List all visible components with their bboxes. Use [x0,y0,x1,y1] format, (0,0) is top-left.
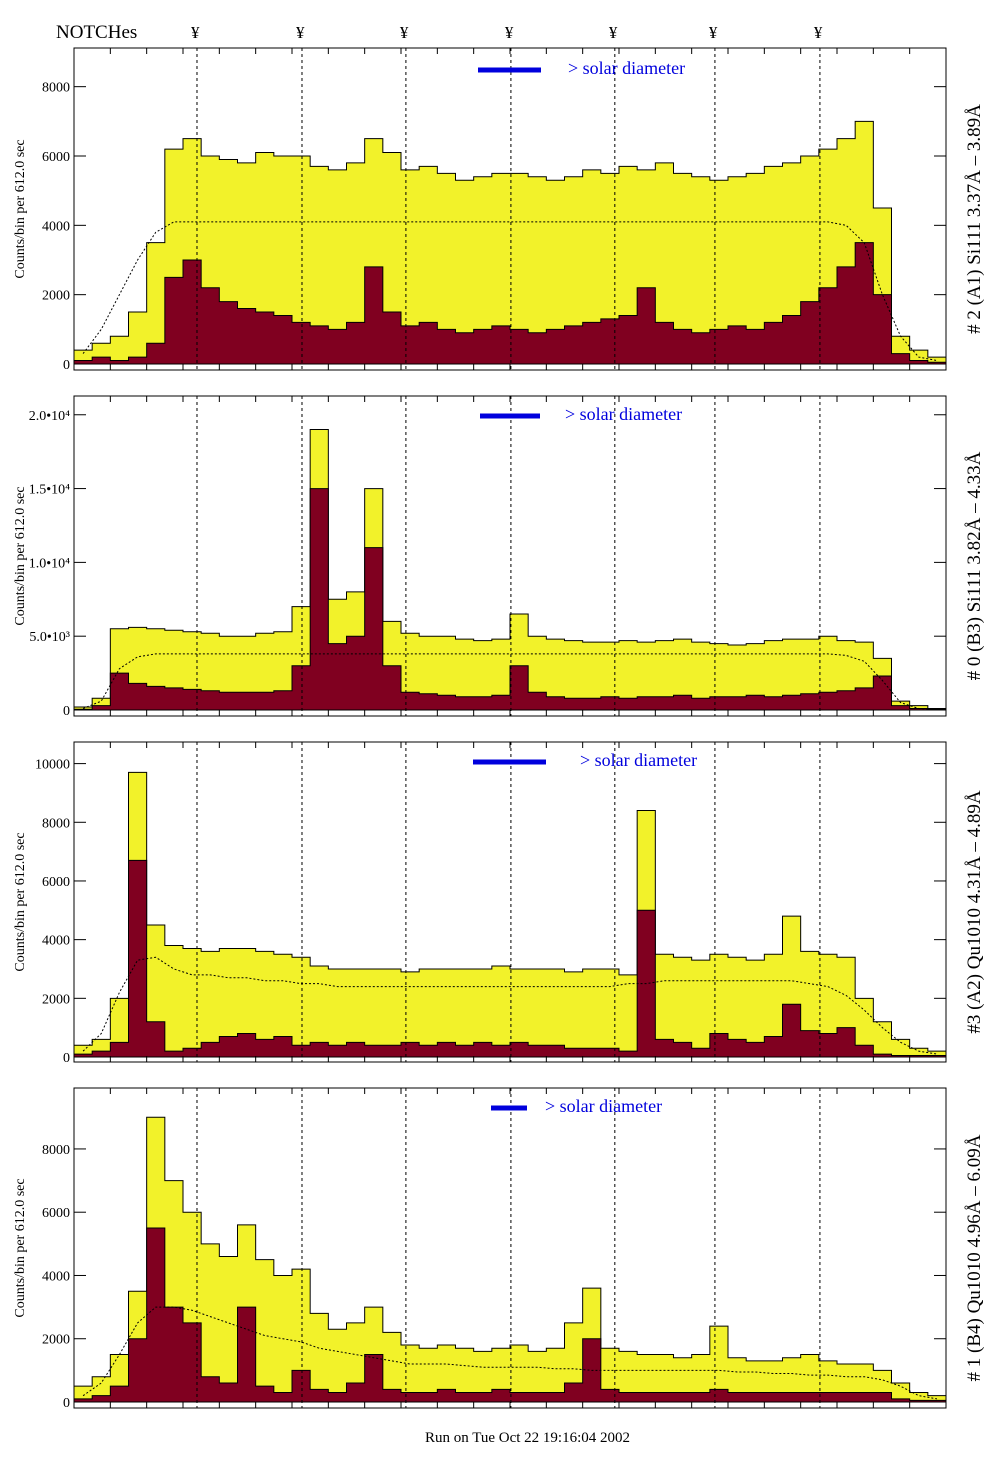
notch-marker: ¥ [505,23,514,42]
notch-marker: ¥ [400,23,409,42]
y-tick-label: 4000 [42,934,70,949]
series-total-histogram [73,771,947,1058]
y-tick-label: 2000 [42,289,70,304]
y-tick-label: 2000 [42,1333,70,1348]
series-lower-histogram [73,488,947,711]
y-tick-label: 0 [63,358,70,373]
notch-marker: ¥ [814,23,823,42]
series-lower-histogram [73,1227,947,1403]
run-timestamp: Run on Tue Oct 22 19:16:04 2002 [425,1430,630,1446]
panel-1: 0 5.0•10³ 1.0•10⁴ 1.5•10⁴ 2.0•10⁴ Counts/bin … [13,395,985,719]
notches-label: NOTCHes [56,22,137,43]
legend-label: > solar diameter [568,58,685,78]
y-tick-label: 6000 [42,875,70,890]
legend-label: > solar diameter [545,1096,662,1116]
series-lower-histogram [73,859,947,1058]
y-tick-label: 1.5•10⁴ [29,483,70,498]
legend-label: > solar diameter [565,404,682,424]
y-axis-label: Counts/bin per 612.0 sec [13,832,28,971]
legend-label: > solar diameter [580,750,697,770]
panel-title: #3 (A2) Qu1010 4.31Å – 4.89Å [964,790,985,1034]
y-tick-label: 0 [63,1051,70,1066]
panel-3: 0 2000 4000 6000 8000 Counts/bin per 612.0 se… [13,1087,985,1411]
y-tick-label: 8000 [42,1143,70,1158]
panel-2: 0 2000 4000 6000 8000 10000 Counts/bin per 612… [13,741,985,1066]
notch-marker: ¥ [191,23,200,42]
y-tick-label: 2.0•10⁴ [29,409,70,424]
smooth-curve [82,956,937,1055]
y-tick-label: 4000 [42,1269,70,1284]
y-tick-label: 0 [63,704,70,719]
y-tick-label: 0 [63,1396,70,1411]
y-axis-label: Counts/bin per 612.0 sec [13,139,28,278]
y-axis-label: Counts/bin per 612.0 sec [13,1178,28,1317]
series-lower-histogram [73,242,947,365]
y-tick-label: 4000 [42,219,70,234]
y-tick-label: 1.0•10⁴ [29,556,70,571]
series-total-histogram [73,1116,947,1403]
notch-marker: ¥ [296,23,305,42]
panel-0: 0 2000 4000 6000 8000 Counts/bin per 612.0 se… [13,47,985,373]
y-tick-label: 6000 [42,1206,70,1221]
y-tick-label: 2000 [42,992,70,1007]
series-total-histogram [73,120,947,365]
y-tick-label: 5.0•10³ [29,630,70,645]
y-tick-label: 8000 [42,81,70,96]
panel-title: # 1 (B4) Qu1010 4.96Å – 6.09Å [964,1134,985,1381]
y-tick-label: 10000 [35,758,70,773]
notch-marker: ¥ [709,23,718,42]
y-tick-label: 6000 [42,150,70,165]
smooth-curve [82,1306,938,1400]
panel-title: # 2 (A1) Si111 3.37Å – 3.89Å [964,104,985,334]
panel-title: # 0 (B3) Si111 3.82Å – 4.33Å [964,451,985,680]
y-axis-label: Counts/bin per 612.0 sec [13,486,28,625]
notch-marker: ¥ [609,23,618,42]
series-total-histogram [73,429,947,711]
y-tick-label: 8000 [42,816,70,831]
